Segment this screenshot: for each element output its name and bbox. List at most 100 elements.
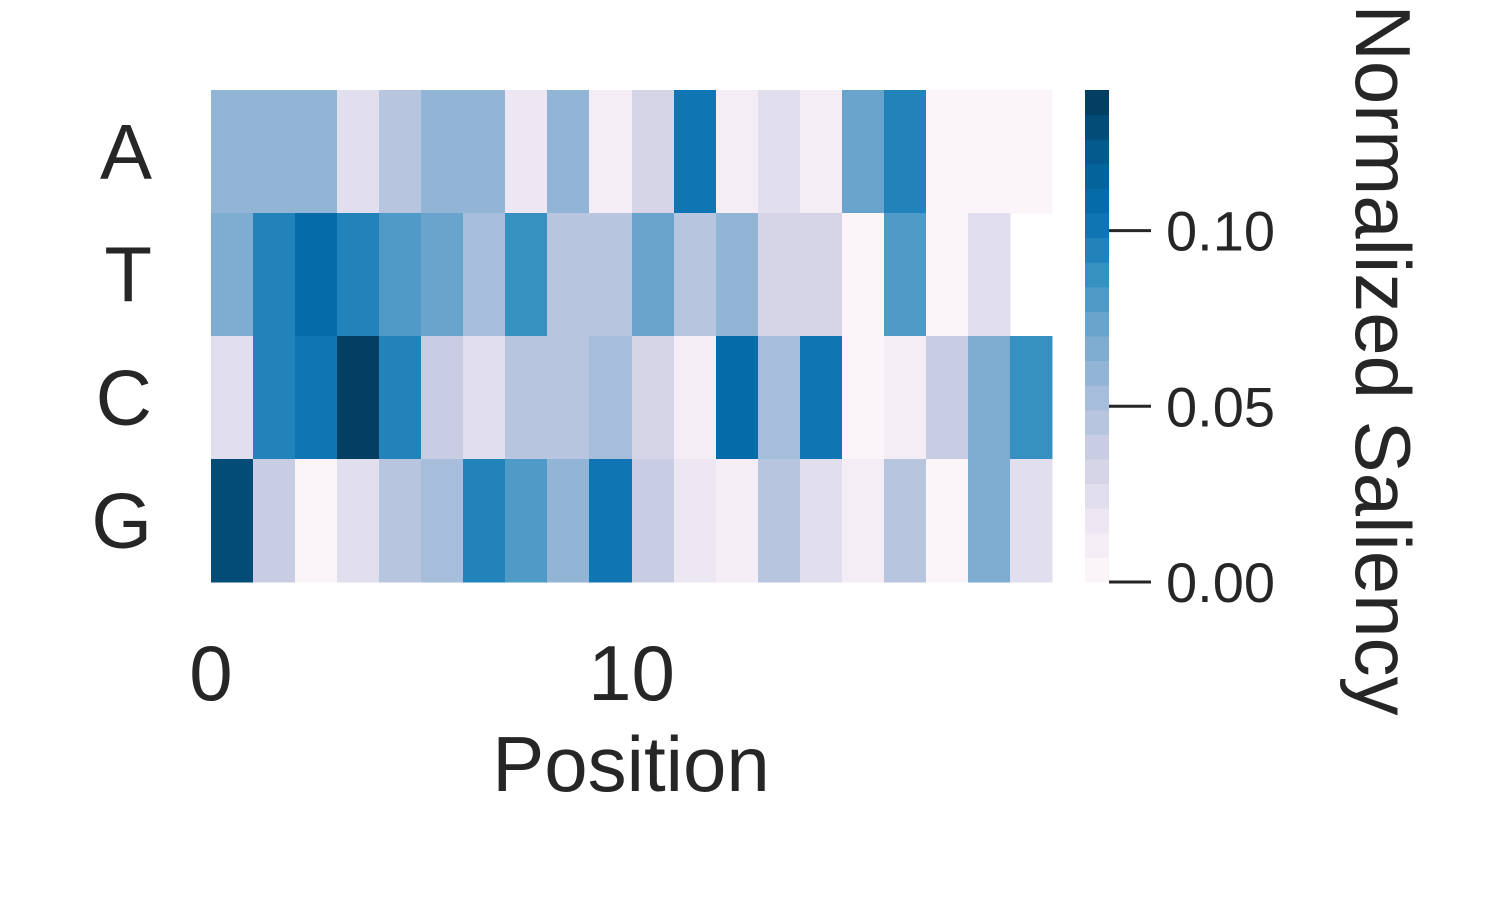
colorbar-level-0	[1085, 557, 1109, 583]
row-label-C: C	[96, 354, 152, 442]
colorbar-level-10	[1085, 311, 1109, 337]
heatmap-cell-A-19	[1010, 90, 1053, 214]
x-axis-label: Position	[492, 720, 770, 808]
heatmap-cell-A-11	[674, 90, 717, 214]
heatmap-cell-C-14	[800, 336, 843, 460]
heatmap-cell-G-17	[926, 459, 969, 583]
heatmap-cell-A-7	[505, 90, 548, 214]
heatmap-cell-C-17	[926, 336, 969, 460]
heatmap-cell-T-16	[884, 213, 927, 337]
x-tick-label-0: 0	[189, 629, 232, 717]
colorbar-level-17	[1085, 139, 1109, 165]
heatmap-cell-T-10	[632, 213, 675, 337]
heatmap-cell-T-8	[547, 213, 590, 337]
colorbar-level-1	[1085, 532, 1109, 558]
heatmap-cell-C-5	[421, 336, 464, 460]
heatmap-cell-G-9	[589, 459, 633, 583]
heatmap-cell-A-16	[884, 90, 927, 214]
heatmap-cell-T-13	[758, 213, 801, 337]
heatmap-cells	[211, 90, 1053, 583]
colorbar-ticks: 0.00 0.05 0.10	[1109, 200, 1275, 614]
colorbar-level-2	[1085, 508, 1109, 534]
heatmap-cell-G-16	[884, 459, 927, 583]
colorbar-tick-label-0.10: 0.10	[1166, 200, 1275, 263]
heatmap-cell-C-2	[295, 336, 338, 460]
heatmap-cell-T-1	[253, 213, 296, 337]
heatmap-cell-A-10	[632, 90, 675, 214]
heatmap-cell-T-5	[421, 213, 464, 337]
heatmap-cell-G-3	[337, 459, 380, 583]
colorbar-tick-label-0.00: 0.00	[1166, 551, 1275, 614]
colorbar-level-4	[1085, 459, 1109, 485]
heatmap-cell-G-11	[674, 459, 717, 583]
colorbar-level-12	[1085, 262, 1109, 288]
row-label-A: A	[100, 108, 152, 196]
heatmap-cell-G-4	[379, 459, 422, 583]
heatmap-cell-C-9	[589, 336, 633, 460]
heatmap-cell-G-18	[968, 459, 1011, 583]
colorbar-level-15	[1085, 188, 1109, 214]
heatmap-cell-A-13	[758, 90, 801, 214]
heatmap-cell-C-3	[337, 336, 380, 460]
colorbar-tick-label-0.05: 0.05	[1166, 375, 1275, 438]
heatmap-cell-C-10	[632, 336, 675, 460]
heatmap-cell-G-0	[211, 459, 254, 583]
heatmap-cell-C-13	[758, 336, 801, 460]
heatmap-cell-G-15	[842, 459, 885, 583]
heatmap-cell-C-18	[968, 336, 1011, 460]
heatmap-cell-G-13	[758, 459, 801, 583]
heatmap-cell-C-19	[1010, 336, 1053, 460]
heatmap-cell-C-0	[211, 336, 254, 460]
colorbar-level-8	[1085, 360, 1109, 386]
heatmap-cell-A-17	[926, 90, 969, 214]
heatmap-cell-T-12	[716, 213, 759, 337]
colorbar-level-16	[1085, 163, 1109, 189]
heatmap-cell-G-1	[253, 459, 296, 583]
heatmap-cell-A-8	[547, 90, 590, 214]
x-axis-ticks: 0 10	[189, 629, 675, 717]
heatmap-cell-A-1	[253, 90, 296, 214]
heatmap-cell-G-10	[632, 459, 675, 583]
heatmap-cell-A-14	[800, 90, 843, 214]
heatmap-cell-G-12	[716, 459, 759, 583]
heatmap-cell-T-2	[295, 213, 338, 337]
heatmap-cell-T-3	[337, 213, 380, 337]
heatmap-cell-G-2	[295, 459, 338, 583]
heatmap-cell-A-18	[968, 90, 1011, 214]
heatmap-cell-T-6	[463, 213, 506, 337]
heatmap-cell-A-4	[379, 90, 422, 214]
heatmap-cell-T-17	[926, 213, 969, 337]
heatmap-cell-A-2	[295, 90, 338, 214]
heatmap-cell-C-6	[463, 336, 506, 460]
heatmap-cell-T-11	[674, 213, 717, 337]
heatmap-cell-A-6	[463, 90, 506, 214]
heatmap-cell-C-1	[253, 336, 296, 460]
heatmap-cell-T-0	[211, 213, 254, 337]
heatmap-cell-C-4	[379, 336, 422, 460]
heatmap-cell-T-7	[505, 213, 548, 337]
heatmap-cell-T-15	[842, 213, 885, 337]
heatmap-cell-T-4	[379, 213, 422, 337]
colorbar-level-3	[1085, 483, 1109, 509]
colorbar-level-7	[1085, 385, 1109, 411]
heatmap-cell-C-8	[547, 336, 590, 460]
heatmap-cell-G-19	[1010, 459, 1053, 583]
heatmap-cell-T-9	[589, 213, 633, 337]
heatmap-cell-T-14	[800, 213, 843, 337]
colorbar-label: Normalized Saliency	[1339, 5, 1427, 716]
colorbar-level-11	[1085, 286, 1109, 312]
colorbar	[1085, 90, 1109, 583]
colorbar-level-19	[1085, 90, 1109, 116]
heatmap-cell-G-7	[505, 459, 548, 583]
heatmap-cell-A-3	[337, 90, 380, 214]
colorbar-level-18	[1085, 114, 1109, 140]
heatmap-cell-C-12	[716, 336, 759, 460]
colorbar-level-13	[1085, 237, 1109, 263]
heatmap-cell-C-16	[884, 336, 927, 460]
colorbar-level-5	[1085, 434, 1109, 460]
row-label-G: G	[91, 477, 152, 565]
colorbar-level-14	[1085, 213, 1109, 239]
heatmap-cell-T-18	[968, 213, 1011, 337]
